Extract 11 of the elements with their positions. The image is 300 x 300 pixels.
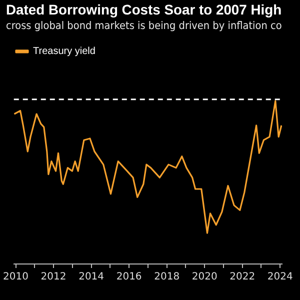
legend-label: Treasury yield: [33, 46, 96, 58]
x-tick-label: 2022: [230, 272, 256, 283]
x-tick-label: 2020: [192, 272, 218, 283]
x-tick-label: 2014: [78, 272, 104, 283]
chart-title: Dated Borrowing Costs Soar to 2007 High: [6, 1, 282, 18]
x-tick-label: 2018: [154, 272, 180, 283]
chart-subtitle: cross global bond markets is being driven by inflation co: [6, 20, 282, 32]
x-tick-label: 2016: [116, 272, 142, 283]
x-tick-label: 2012: [40, 272, 66, 283]
x-tick-label: 2010: [3, 272, 28, 283]
x-tick-label: 2024: [267, 272, 293, 283]
